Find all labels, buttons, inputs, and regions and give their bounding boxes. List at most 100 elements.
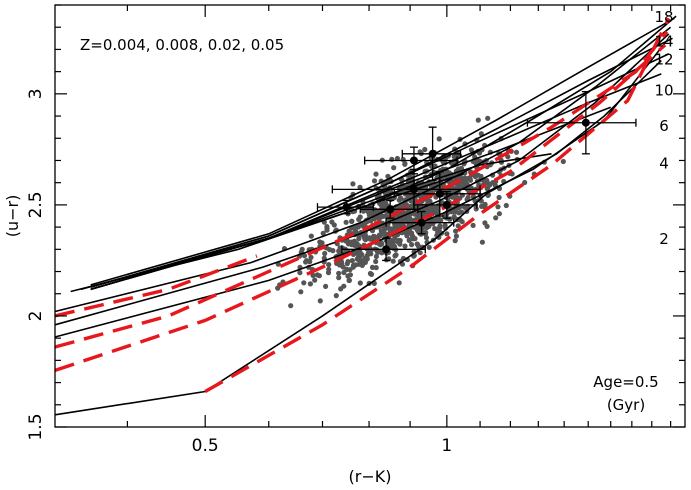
galaxy-point xyxy=(336,270,342,276)
galaxy-point xyxy=(444,231,450,237)
age-0-5-track xyxy=(204,17,671,393)
galaxy-point xyxy=(354,224,360,230)
galaxy-point xyxy=(336,275,342,281)
isochrone-12-gyr xyxy=(90,53,670,288)
galaxy-point xyxy=(414,227,420,233)
galaxy-point xyxy=(396,197,402,203)
galaxy-point xyxy=(312,277,318,283)
galaxy-point xyxy=(310,272,316,278)
galaxy-point xyxy=(436,225,442,231)
galaxy-point xyxy=(432,225,438,232)
galaxy-point xyxy=(479,203,485,209)
galaxy-point xyxy=(298,289,304,295)
x-axis-title: (r−K) xyxy=(349,467,392,486)
galaxy-point xyxy=(391,165,397,171)
galaxy-point xyxy=(442,222,448,228)
age-label-6: 6 xyxy=(659,117,669,135)
galaxy-point xyxy=(446,216,453,222)
binned-point xyxy=(409,156,418,165)
binned-point xyxy=(428,149,437,158)
galaxy-point xyxy=(357,280,363,286)
galaxy-point xyxy=(365,250,371,256)
galaxy-point xyxy=(496,194,502,201)
galaxy-point xyxy=(430,221,436,227)
galaxy-point xyxy=(347,272,353,278)
galaxy-point xyxy=(482,220,488,226)
z-annotation: Z=0.004, 0.008, 0.02, 0.05 xyxy=(80,36,284,54)
galaxy-point xyxy=(356,236,362,242)
isochrone-4-gyr xyxy=(90,153,552,291)
galaxy-point xyxy=(513,149,520,155)
galaxy-point xyxy=(367,270,373,277)
age-0-5-track xyxy=(54,30,669,349)
y-tick-label: 1.5 xyxy=(26,413,46,440)
galaxy-point xyxy=(341,283,347,289)
galaxy-point xyxy=(428,204,434,210)
isochrone-18-gyr xyxy=(90,17,675,286)
galaxy-point xyxy=(320,230,326,236)
galaxy-point xyxy=(317,239,323,245)
galaxy-point xyxy=(301,280,307,286)
galaxy-point xyxy=(493,215,499,221)
galaxy-point xyxy=(322,250,328,257)
galaxy-point xyxy=(333,293,339,299)
age-label-10: 10 xyxy=(654,81,673,99)
galaxy-point xyxy=(433,208,439,214)
galaxy-point xyxy=(307,259,313,265)
galaxy-point xyxy=(396,280,402,286)
galaxy-point xyxy=(346,228,352,234)
galaxy-point xyxy=(503,202,509,209)
galaxy-point xyxy=(357,184,363,190)
isochrone-2-gyr xyxy=(70,173,465,293)
axis-ticks: 0.5 1 1.5 2 2.5 3 xyxy=(26,4,685,456)
binned-point xyxy=(442,200,451,209)
galaxy-point xyxy=(455,166,461,172)
galaxy-point xyxy=(325,270,332,276)
galaxy-point xyxy=(350,262,357,268)
age-label-4: 4 xyxy=(659,155,669,173)
galaxy-point xyxy=(486,181,492,187)
galaxy-point xyxy=(385,241,391,247)
y-tick-label: 2.5 xyxy=(26,191,46,218)
galaxy-point xyxy=(485,115,491,121)
binned-point xyxy=(386,205,395,214)
galaxy-point xyxy=(362,236,368,242)
galaxy-point xyxy=(316,273,322,279)
y-tick-label: 2 xyxy=(26,311,46,322)
galaxy-point xyxy=(368,218,374,224)
binned-point xyxy=(417,218,426,227)
galaxy-point xyxy=(479,239,485,245)
age-label-12: 12 xyxy=(654,50,673,68)
galaxy-point xyxy=(495,204,501,210)
galaxy-point xyxy=(299,246,305,252)
galaxy-point xyxy=(450,209,456,215)
y-tick-label: 3 xyxy=(26,88,46,99)
binned-point xyxy=(435,189,444,198)
binned-point xyxy=(581,118,590,127)
binned-point xyxy=(382,245,391,254)
plot-frame xyxy=(54,4,686,428)
galaxy-point xyxy=(288,303,294,309)
galaxy-point xyxy=(346,277,352,284)
galaxy-point xyxy=(438,217,444,223)
galaxy-point xyxy=(392,223,398,229)
galaxy-point xyxy=(345,259,351,265)
galaxy-point xyxy=(452,238,458,244)
galaxy-point xyxy=(356,261,362,267)
galaxy-point xyxy=(366,209,372,215)
galaxy-point xyxy=(303,259,309,265)
galaxy-point xyxy=(406,216,412,222)
galaxy-point xyxy=(452,194,458,201)
galaxy-point xyxy=(377,215,383,221)
galaxy-point xyxy=(347,267,353,273)
galaxy-point xyxy=(308,254,314,260)
galaxy-point xyxy=(390,242,396,248)
galaxy-point xyxy=(369,264,376,270)
galaxy-point xyxy=(352,228,359,234)
galaxy-point xyxy=(422,146,428,153)
galaxy-point xyxy=(478,131,484,137)
galaxy-point xyxy=(416,243,422,249)
galaxy-point xyxy=(409,242,415,248)
